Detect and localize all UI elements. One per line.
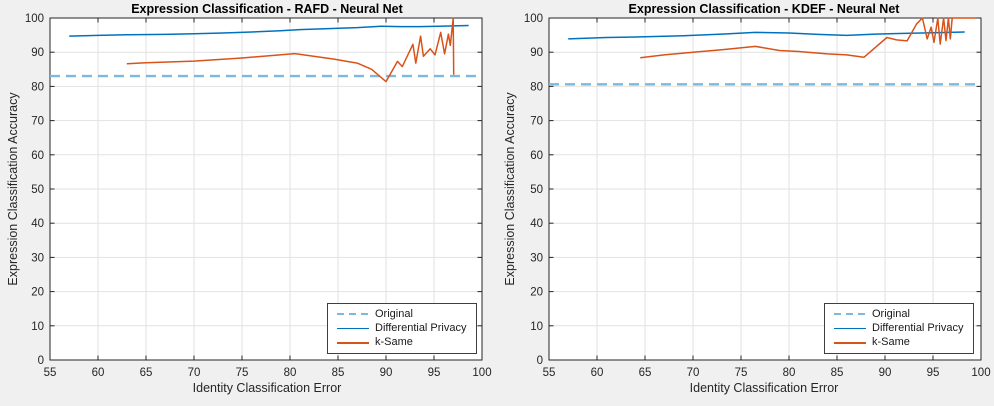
x-tick-label: 95 <box>927 367 940 379</box>
chart-title: Expression Classification - RAFD - Neura… <box>131 2 403 16</box>
x-tick-label: 75 <box>735 367 748 379</box>
series-line-k-same <box>126 17 455 83</box>
y-tick-label: 10 <box>530 321 543 333</box>
differential-privacy-line-sample <box>337 327 369 330</box>
y-tick-label: 30 <box>530 252 543 264</box>
y-tick-label: 20 <box>31 287 44 299</box>
x-tick-label: 90 <box>380 367 393 379</box>
legend-label: Differential Privacy <box>375 321 467 334</box>
legend: Original Differential Privacy k-Same <box>824 303 974 354</box>
legend-item-original: Original <box>834 308 969 321</box>
differential-privacy-line-sample <box>834 327 866 330</box>
legend-label: Original <box>872 307 910 320</box>
x-tick-label: 80 <box>783 367 796 379</box>
chart-kdef: Expression Classification - KDEF - Neura… <box>497 0 994 406</box>
x-tick-label: 60 <box>591 367 604 379</box>
y-tick-label: 0 <box>38 355 44 367</box>
legend: Original Differential Privacy k-Same <box>327 303 477 354</box>
x-tick-label: 100 <box>971 367 990 379</box>
y-tick-label: 80 <box>530 81 543 93</box>
y-tick-label: 80 <box>31 81 44 93</box>
y-tick-label: 90 <box>31 47 44 59</box>
x-axis-label: Identity Classification Error <box>192 381 342 395</box>
y-tick-label: 50 <box>31 184 44 196</box>
legend-item-differential-privacy: Differential Privacy <box>834 322 969 335</box>
x-tick-label: 65 <box>639 367 652 379</box>
y-tick-label: 10 <box>31 321 44 333</box>
y-tick-label: 50 <box>530 184 543 196</box>
original-dashed-line-sample <box>337 312 369 316</box>
x-tick-label: 70 <box>687 367 700 379</box>
x-tick-label: 60 <box>92 367 105 379</box>
y-tick-label: 100 <box>524 13 543 25</box>
legend-label: k-Same <box>872 336 910 349</box>
chart-title: Expression Classification - KDEF - Neura… <box>628 2 900 16</box>
x-tick-label: 75 <box>236 367 249 379</box>
legend-label: k-Same <box>375 336 413 349</box>
y-tick-label: 30 <box>31 252 44 264</box>
y-tick-label: 40 <box>31 218 44 230</box>
y-tick-label: 60 <box>530 150 543 162</box>
x-tick-label: 90 <box>879 367 892 379</box>
legend-label: Original <box>375 307 413 320</box>
x-tick-label: 55 <box>543 367 556 379</box>
y-tick-label: 40 <box>530 218 543 230</box>
x-axis-label: Identity Classification Error <box>689 381 839 395</box>
y-tick-label: 70 <box>31 116 44 128</box>
x-tick-label: 55 <box>44 367 57 379</box>
x-tick-label: 100 <box>472 367 491 379</box>
chart-rafd: Expression Classification - RAFD - Neura… <box>6 2 492 395</box>
series-line-differential-privacy <box>568 31 965 40</box>
y-tick-label: 20 <box>530 287 543 299</box>
x-tick-label: 80 <box>284 367 297 379</box>
k-same-line-sample <box>337 342 369 344</box>
legend-item-k-same: k-Same <box>834 336 969 349</box>
y-tick-label: 100 <box>25 13 44 25</box>
x-tick-label: 85 <box>332 367 345 379</box>
y-tick-label: 90 <box>530 47 543 59</box>
series-line-differential-privacy <box>69 24 469 37</box>
k-same-line-sample <box>834 342 866 344</box>
y-tick-label: 0 <box>537 355 543 367</box>
series-line-k-same <box>640 17 977 59</box>
y-tick-label: 60 <box>31 150 44 162</box>
x-tick-label: 85 <box>831 367 844 379</box>
x-tick-label: 95 <box>428 367 441 379</box>
legend-item-differential-privacy: Differential Privacy <box>337 322 472 335</box>
original-dashed-line-sample <box>834 312 866 316</box>
legend-item-k-same: k-Same <box>337 336 472 349</box>
legend-item-original: Original <box>337 308 472 321</box>
legend-label: Differential Privacy <box>872 321 964 334</box>
x-tick-label: 65 <box>140 367 153 379</box>
y-tick-label: 70 <box>530 116 543 128</box>
x-tick-label: 70 <box>188 367 201 379</box>
